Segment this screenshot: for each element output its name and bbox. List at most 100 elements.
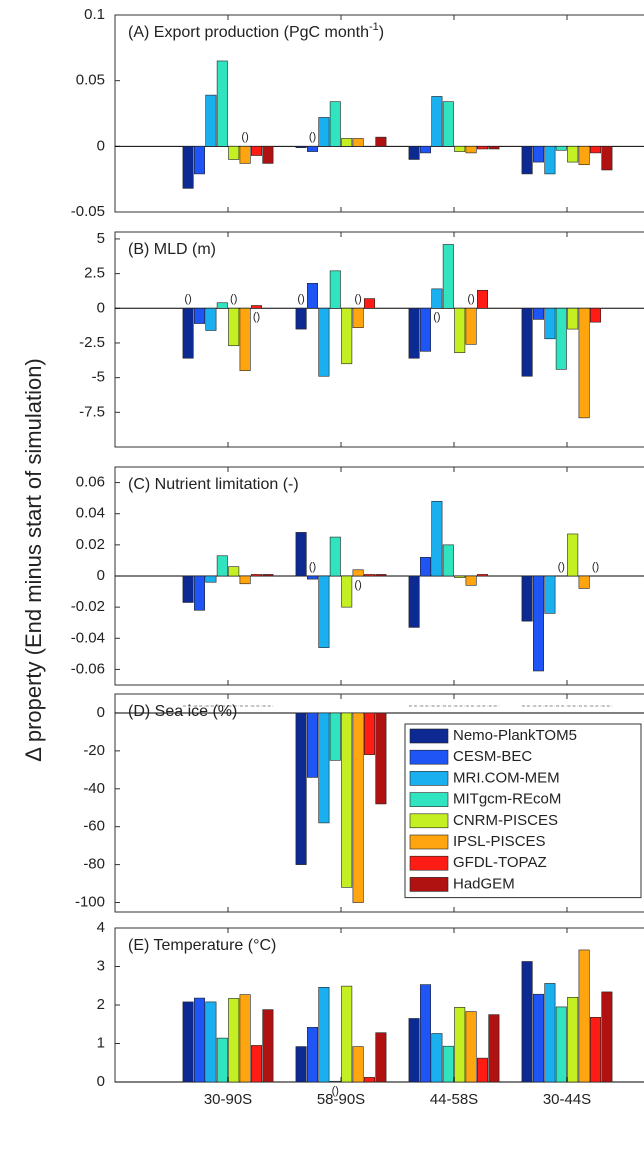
- bar: [318, 712, 330, 824]
- bar: [431, 96, 443, 147]
- title-text: (E) Temperature (°C): [128, 937, 276, 954]
- annotation: (): [354, 579, 361, 591]
- bar: [532, 146, 544, 163]
- bar: [262, 146, 274, 164]
- bar: [578, 146, 590, 166]
- y-tick-label: 0.02: [76, 536, 105, 553]
- legend-swatch: [409, 813, 449, 829]
- bar: [363, 1077, 375, 1083]
- x-tick-label: 30-44S: [543, 1091, 591, 1108]
- bar: [454, 1007, 466, 1083]
- annotation: (): [354, 293, 361, 305]
- bar: [419, 146, 431, 154]
- bar: [408, 146, 420, 160]
- y-tick-label: 1: [97, 1034, 105, 1051]
- plot-frame: [114, 693, 644, 913]
- bar: [442, 544, 454, 577]
- y-tick-label: 5: [97, 230, 105, 247]
- y-tick-label: 3: [97, 957, 105, 974]
- y-tick-label: -5: [92, 369, 105, 386]
- bar: [408, 307, 420, 359]
- annotation: (): [467, 293, 474, 305]
- bar: [295, 1046, 307, 1083]
- y-tick-label: -0.02: [71, 598, 105, 615]
- bar: [532, 575, 544, 672]
- legend-label: CNRM-PISCES: [453, 812, 558, 829]
- x-tick-label: 58-90S: [317, 1091, 365, 1108]
- bar: [521, 575, 533, 622]
- x-tick-label: 44-58S: [430, 1091, 478, 1108]
- bar: [239, 307, 251, 372]
- title-text: (B) MLD (m): [128, 241, 216, 258]
- bar: [419, 557, 431, 577]
- y-tick-label: -60: [83, 818, 105, 835]
- y-tick-label: -100: [75, 893, 105, 910]
- title-text: (D) Sea ice (%): [128, 703, 237, 720]
- bar: [375, 712, 387, 805]
- annotation: (): [433, 311, 440, 323]
- plot-frame: [114, 14, 644, 213]
- title-superscript: -1: [369, 21, 379, 33]
- y-tick-label: -0.04: [71, 629, 105, 646]
- bar: [488, 146, 500, 150]
- bar: [251, 146, 263, 156]
- bar: [476, 1057, 488, 1083]
- bar: [306, 712, 318, 778]
- bar: [352, 1046, 364, 1083]
- annotation: (): [241, 131, 248, 143]
- bar: [194, 146, 206, 175]
- bar: [442, 101, 454, 147]
- bar: [578, 575, 590, 589]
- bar: [194, 997, 206, 1083]
- bar: [589, 146, 601, 154]
- annotation: (): [592, 561, 599, 573]
- bar: [555, 146, 567, 151]
- bar: [544, 983, 556, 1083]
- bar: [589, 1017, 601, 1083]
- bar: [306, 575, 318, 580]
- y-tick-label: -20: [83, 742, 105, 759]
- bar: [295, 146, 307, 148]
- bar: [442, 244, 454, 309]
- plot-frame: [114, 231, 644, 448]
- legend-label: CESM-BEC: [453, 748, 532, 765]
- bar: [182, 146, 194, 189]
- bar: [454, 307, 466, 353]
- bar: [601, 991, 613, 1083]
- y-tick-label: -80: [83, 856, 105, 873]
- title-end: ): [379, 24, 384, 41]
- y-tick-label: 2: [97, 996, 105, 1013]
- bar: [352, 138, 364, 147]
- legend-label: MRI.COM-MEM: [453, 769, 560, 786]
- bar: [567, 996, 579, 1083]
- bar: [363, 298, 375, 309]
- y-tick-label: 0.06: [76, 474, 105, 491]
- annotation: (): [309, 561, 316, 573]
- y-tick-label: -7.5: [79, 403, 105, 420]
- bar: [318, 986, 330, 1083]
- bar: [341, 307, 353, 365]
- bar: [454, 146, 466, 152]
- legend-swatch: [409, 834, 449, 850]
- bar: [329, 536, 341, 577]
- y-tick-label: -0.06: [71, 660, 105, 677]
- bar: [363, 712, 375, 755]
- bar: [262, 1009, 274, 1083]
- legend-swatch: [409, 792, 449, 807]
- bar: [454, 575, 466, 578]
- bar: [532, 993, 544, 1083]
- title-text: (C) Nutrient limitation (-): [128, 476, 299, 493]
- bar: [544, 575, 556, 614]
- bar: [419, 984, 431, 1083]
- bar: [318, 575, 330, 648]
- bar: [341, 575, 353, 608]
- bar: [567, 146, 579, 163]
- bar: [465, 1011, 477, 1083]
- bar: [306, 283, 318, 309]
- y-tick-label: 4: [97, 919, 105, 936]
- bar: [431, 288, 443, 309]
- bar: [476, 289, 488, 309]
- bar: [239, 575, 251, 585]
- bar: [182, 1001, 194, 1083]
